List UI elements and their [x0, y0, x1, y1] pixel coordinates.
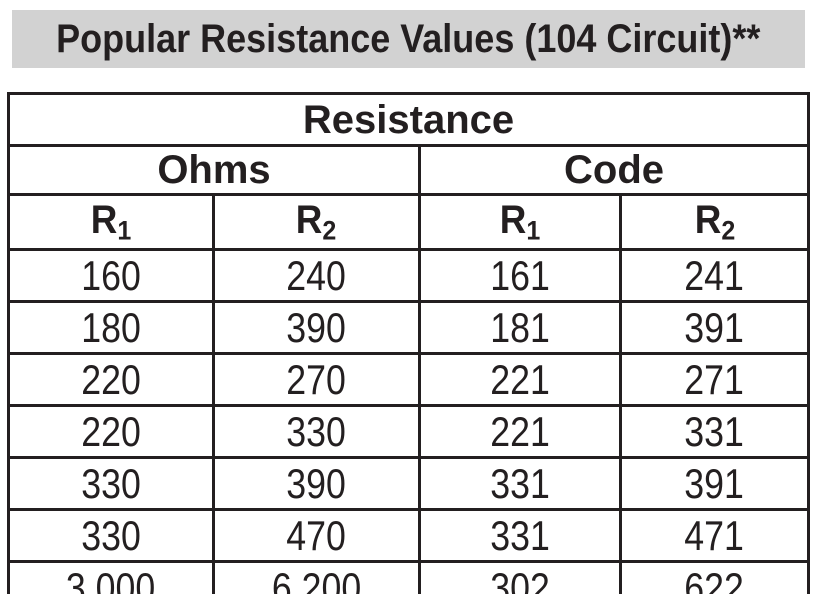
table-cell: 271	[618, 352, 811, 407]
table-row-column-headers: R1 R2 R1 R2	[7, 193, 811, 251]
table-cell: 221	[418, 352, 622, 407]
cell-value: 330	[286, 407, 347, 455]
cell-value: 6,200	[271, 563, 362, 594]
table-cell: 471	[618, 508, 811, 563]
cell-value: 180	[81, 303, 141, 351]
table-row: 160 240 161 241	[7, 248, 811, 303]
table-cell: 391	[618, 300, 811, 355]
table-cell: 330	[7, 508, 215, 563]
table-cell: 331	[418, 456, 622, 511]
table-cell: 161	[418, 248, 622, 303]
table-row-group-headers: Ohms Code	[7, 144, 811, 196]
table-row: 180 390 181 391	[7, 300, 811, 355]
cell-value: 220	[81, 355, 141, 403]
table-cell: 390	[212, 456, 421, 511]
ohms-r1-header-label: R1	[90, 198, 132, 246]
cell-value: 391	[684, 303, 745, 351]
page-title: Popular Resistance Values (104 Circuit)*…	[56, 17, 761, 61]
ohms-r1-header-cell: R1	[7, 193, 215, 251]
code-header-cell: Code	[417, 144, 811, 196]
cell-value: 221	[490, 407, 550, 455]
table-row-resistance-header: Resistance	[6, 92, 811, 147]
cell-value: 330	[81, 511, 141, 559]
cell-value: 391	[684, 459, 745, 507]
cell-value: 160	[81, 251, 141, 299]
resistance-table: Resistance Ohms Code R1 R2 R1 R2 160 240…	[6, 92, 811, 594]
cell-value: 302	[490, 563, 550, 594]
cell-value: 331	[684, 407, 745, 455]
table-cell: 220	[7, 404, 215, 459]
title-banner: Popular Resistance Values (104 Circuit)*…	[12, 10, 805, 68]
table-cell: 180	[7, 300, 215, 355]
cell-value: 161	[490, 251, 550, 299]
cell-value: 241	[684, 251, 745, 299]
table-cell: 330	[212, 404, 421, 459]
table-cell: 390	[212, 300, 421, 355]
cell-value: 330	[81, 459, 141, 507]
cell-value: 240	[286, 251, 347, 299]
table-cell: 270	[212, 352, 421, 407]
ohms-r2-header-cell: R2	[212, 193, 421, 251]
code-header-label: Code	[564, 148, 665, 192]
cell-value: 181	[490, 303, 550, 351]
table-cell: 240	[212, 248, 421, 303]
code-r1-header-cell: R1	[418, 193, 622, 251]
table-cell: 160	[7, 248, 215, 303]
table-cell: 241	[618, 248, 811, 303]
ohms-r2-header-label: R2	[296, 198, 337, 246]
table-cell: 221	[418, 404, 622, 459]
ohms-header-cell: Ohms	[7, 144, 421, 196]
table-cell: 331	[418, 508, 622, 563]
cell-value: 331	[490, 459, 550, 507]
cell-value: 221	[490, 355, 550, 403]
table-cell: 331	[618, 404, 811, 459]
cell-value: 622	[684, 563, 745, 594]
ohms-header-label: Ohms	[157, 148, 271, 192]
code-r2-header-label: R2	[694, 198, 735, 246]
code-r1-header-label: R1	[499, 198, 541, 246]
cell-value: 271	[684, 355, 745, 403]
table-cell: 302	[418, 560, 622, 594]
resistance-header-cell: Resistance	[6, 92, 811, 147]
cell-value: 270	[286, 355, 347, 403]
cell-value: 471	[684, 511, 745, 559]
table-cell: 181	[418, 300, 622, 355]
table-row: 330 390 331 391	[7, 456, 811, 511]
table-cell: 6,200	[212, 560, 421, 594]
cell-value: 390	[286, 303, 347, 351]
table-cell: 470	[212, 508, 421, 563]
table-row: 330 470 331 471	[7, 508, 811, 563]
table-row: 220 330 221 331	[7, 404, 811, 459]
cell-value: 390	[286, 459, 347, 507]
table-row: 3,000 6,200 302 622	[7, 560, 811, 594]
cell-value: 220	[81, 407, 141, 455]
code-r2-header-cell: R2	[618, 193, 811, 251]
table-cell: 622	[618, 560, 811, 594]
table-cell: 220	[7, 352, 215, 407]
table-cell: 330	[7, 456, 215, 511]
resistance-header-label: Resistance	[302, 97, 515, 142]
table-cell: 3,000	[7, 560, 215, 594]
table-cell: 391	[618, 456, 811, 511]
cell-value: 3,000	[66, 563, 156, 594]
cell-value: 470	[286, 511, 347, 559]
table-row: 220 270 221 271	[7, 352, 811, 407]
cell-value: 331	[490, 511, 550, 559]
